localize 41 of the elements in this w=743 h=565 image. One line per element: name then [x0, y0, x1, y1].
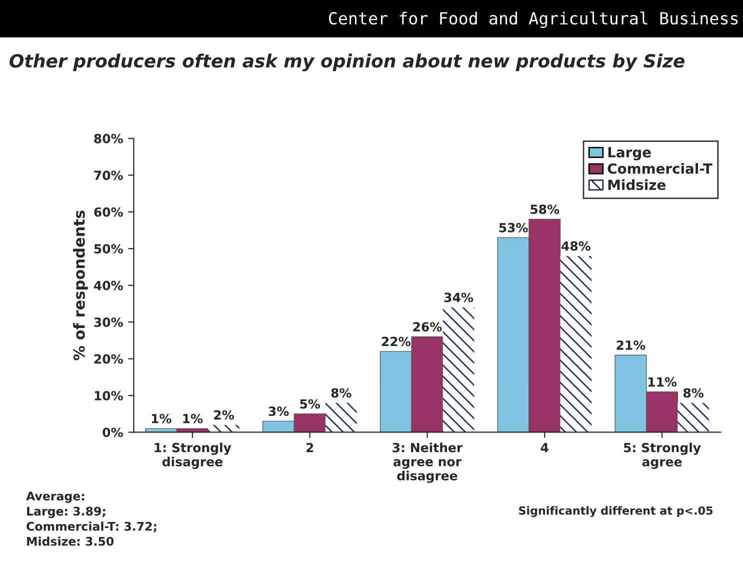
data-label: 1%: [183, 414, 203, 424]
chart-title: Other producers often ask my opinion about new products by Size: [10, 54, 685, 72]
y-tick-label: 80%: [94, 134, 123, 144]
y-tick-label: 40%: [94, 280, 123, 290]
y-tick-label: 0%: [102, 428, 123, 438]
y-tick-label: 20%: [94, 354, 123, 364]
text: Center for Food and Agricultural Business: [329, 12, 738, 28]
bar: [678, 402, 709, 432]
data-label: 11%: [648, 377, 677, 387]
x-tick-label: 3: Neither agree nor disagree: [392, 442, 463, 483]
data-label: 34%: [444, 292, 474, 302]
legend-label: Commercial-T: [608, 163, 712, 174]
legend-label: Large: [608, 147, 651, 160]
y-tick-label: 70%: [94, 170, 123, 180]
data-label: 22%: [382, 336, 410, 346]
text: Average: Large: 3.89; Commercial-T: 3.72; Midsize: 3.50: [26, 492, 156, 546]
text: Significantly different at p<.05: [519, 506, 713, 517]
data-label: 58%: [530, 204, 560, 214]
data-label: 5%: [300, 399, 320, 409]
data-label: 8%: [683, 388, 704, 398]
y-tick-label: 50%: [94, 244, 123, 254]
data-label: 3%: [268, 406, 289, 416]
data-label: 48%: [562, 241, 590, 251]
data-label: 21%: [616, 340, 646, 350]
x-tick-label: 4: [540, 443, 548, 452]
y-tick-label: 30%: [94, 318, 123, 327]
y-tick-label: 60%: [94, 207, 123, 217]
bar: [560, 256, 592, 432]
legend-label: Midsize: [608, 179, 666, 190]
y-axis-title: % of respondents: [73, 210, 88, 360]
x-tick-label: 1: Strongly disagree: [154, 442, 232, 469]
data-label: 53%: [499, 222, 528, 232]
bar: [442, 307, 474, 432]
x-tick-label: 5: Strongly agree: [624, 442, 701, 469]
data-label: 1%: [152, 414, 172, 424]
x-tick-label: 2: [306, 442, 314, 452]
bar: [325, 402, 357, 432]
data-label: 26%: [413, 322, 442, 332]
y-tick-label: 10%: [94, 390, 123, 400]
data-label: 8%: [331, 388, 352, 398]
data-label: 2%: [214, 410, 234, 420]
